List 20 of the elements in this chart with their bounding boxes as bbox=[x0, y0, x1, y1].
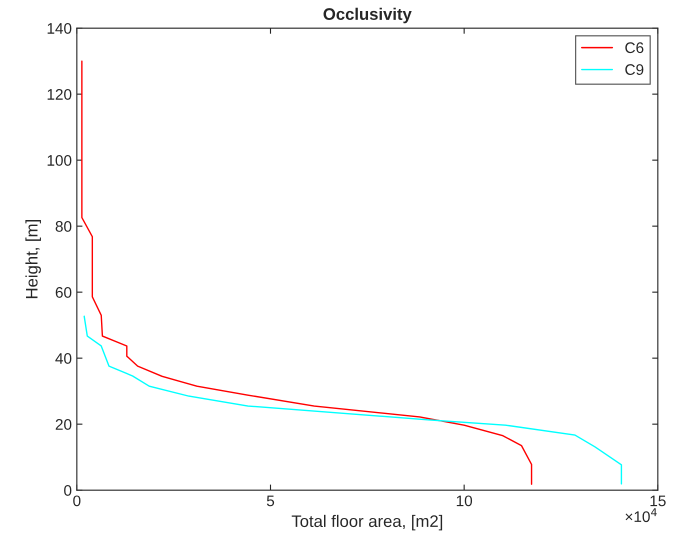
x-tick-label: 5 bbox=[266, 496, 274, 506]
y-tick-label: 40 bbox=[55, 353, 72, 364]
y-tick-label: 80 bbox=[56, 221, 72, 232]
x-tick-label: 15 bbox=[650, 496, 666, 506]
y-tick-label: 120 bbox=[48, 89, 72, 100]
y-tick-label: 0 bbox=[64, 485, 72, 496]
y-tick-label: 100 bbox=[48, 155, 72, 166]
y-tick-label: 20 bbox=[56, 419, 72, 430]
x-tick-label: 10 bbox=[456, 495, 472, 506]
text: ×10$^{4}$ bbox=[626, 508, 657, 522]
legend-label: C6 bbox=[625, 42, 644, 54]
x-axis-title: Total floor area, [m2] bbox=[292, 514, 442, 530]
y-tick-label: 140 bbox=[48, 23, 72, 34]
x-tick-label: 0 bbox=[73, 495, 80, 506]
line-series bbox=[84, 316, 622, 485]
y-axis-title: Height, [m] bbox=[25, 220, 41, 298]
legend-label: C9 bbox=[625, 64, 644, 76]
y-tick-label: 60 bbox=[56, 287, 72, 298]
line-series bbox=[81, 60, 532, 485]
chart-title: Occlusivity bbox=[324, 8, 412, 24]
